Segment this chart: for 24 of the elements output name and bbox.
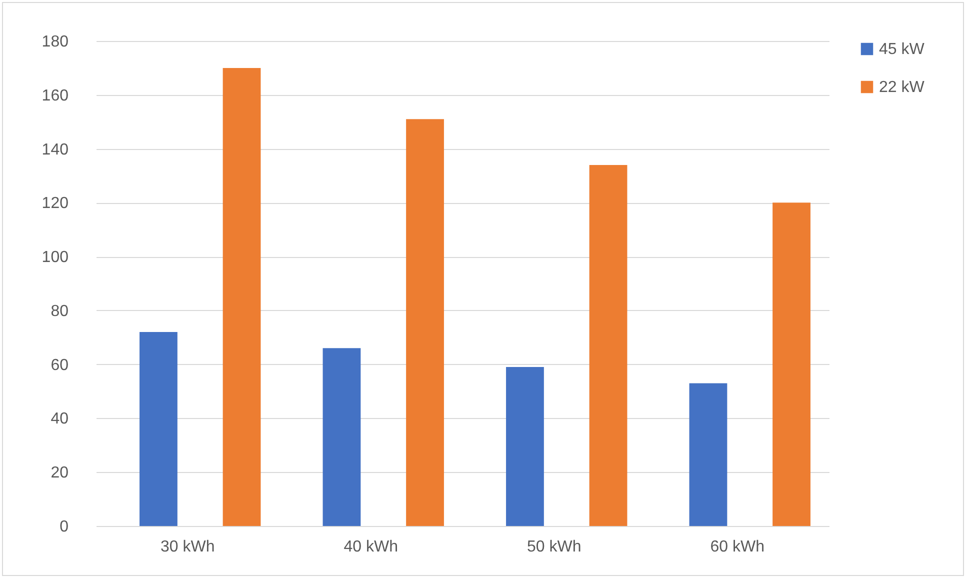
bar — [689, 383, 728, 526]
y-tick-label: 0 — [60, 518, 69, 536]
y-tick-label: 80 — [50, 302, 69, 320]
y-tick-label: 160 — [42, 87, 69, 104]
bar — [140, 332, 178, 526]
bar — [322, 348, 361, 526]
legend-label: 22 kW — [879, 79, 926, 96]
x-tick-label: 60 kWh — [710, 538, 764, 556]
y-tick-label: 40 — [50, 410, 69, 428]
bar — [406, 119, 444, 526]
y-tick-label: 120 — [42, 195, 69, 212]
x-tick-label: 40 kWh — [344, 538, 398, 556]
legend-label: 45 kW — [879, 41, 926, 58]
bar — [506, 367, 544, 526]
bar — [222, 68, 261, 526]
y-tick-label: 100 — [42, 249, 69, 266]
bar — [589, 164, 628, 526]
bar — [772, 202, 810, 526]
y-tick-label: 180 — [42, 34, 69, 50]
x-tick-label: 50 kWh — [527, 538, 582, 556]
x-tick-label: 30 kWh — [160, 538, 215, 556]
y-tick-label: 60 — [50, 356, 69, 374]
y-tick-label: 140 — [42, 141, 69, 158]
y-tick-label: 20 — [50, 464, 69, 482]
